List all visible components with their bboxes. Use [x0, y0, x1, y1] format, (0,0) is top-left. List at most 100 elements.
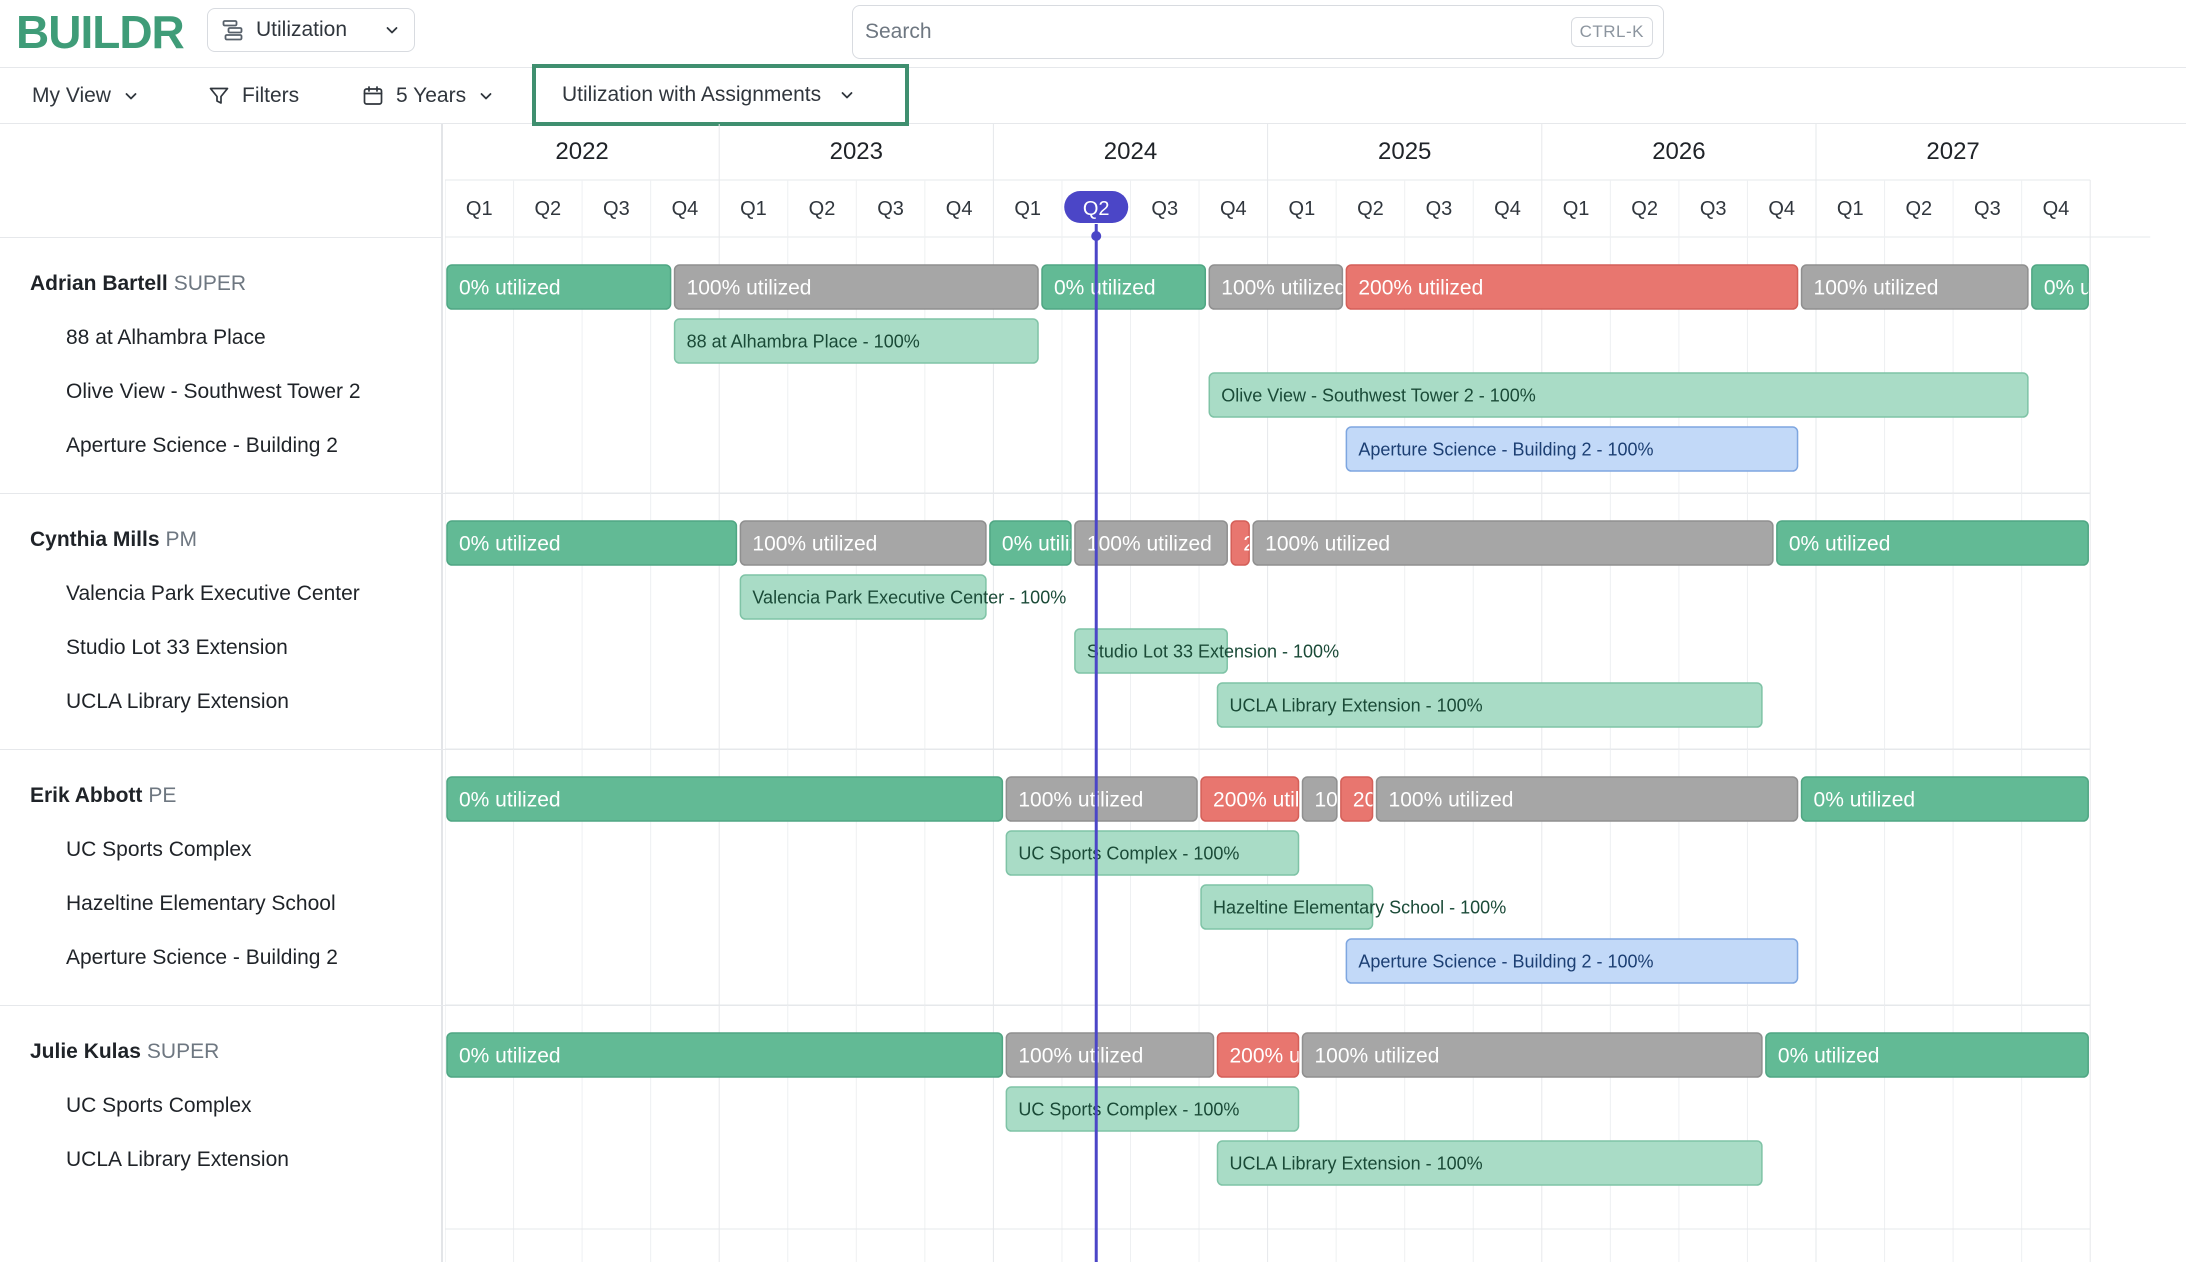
utilization-bar[interactable]: 100% utilized: [1301, 776, 1440, 822]
quarter-label[interactable]: Q4: [1768, 198, 1795, 220]
calendar-icon: [363, 86, 383, 105]
assignment-bar-label: UCLA Library Extension - 100%: [1230, 1153, 1483, 1173]
assignment-bar[interactable]: UCLA Library Extension - 100%: [1216, 682, 1763, 728]
assignment-bar-label: Aperture Science - Building 2 - 100%: [1358, 951, 1653, 971]
utilization-bar[interactable]: 100% utilized: [1208, 264, 1346, 310]
quarter-label[interactable]: Q3: [1151, 198, 1178, 220]
quarter-label[interactable]: Q3: [877, 198, 904, 220]
utilization-bar[interactable]: 100% utilized: [739, 520, 987, 566]
utilization-bar-fill: [1208, 264, 1344, 310]
utilization-bar-fill: [1005, 1032, 1215, 1078]
quarter-label[interactable]: Q1: [1289, 198, 1316, 220]
display-mode-select[interactable]: Utilization with Assignments: [532, 64, 909, 126]
quarter-label[interactable]: Q2: [1357, 198, 1384, 220]
utilization-bar[interactable]: 0% utilized: [446, 1032, 1004, 1078]
header-divider: [0, 237, 441, 238]
utilization-bar[interactable]: 0% utilized: [446, 520, 738, 566]
assignment-bar[interactable]: 88 at Alhambra Place - 100%: [673, 318, 1039, 364]
person-row-label[interactable]: Julie Kulas SUPER: [30, 1040, 219, 1064]
utilization-bar[interactable]: 0% utilized: [2031, 264, 2146, 310]
project-row-label[interactable]: Hazeltine Elementary School: [66, 892, 336, 915]
assignment-bar[interactable]: UCLA Library Extension - 100%: [1216, 1140, 1763, 1186]
quarter-label[interactable]: Q3: [1426, 198, 1453, 220]
year-label: 2023: [830, 138, 883, 165]
project-row-label[interactable]: UCLA Library Extension: [66, 1148, 289, 1171]
quarter-label[interactable]: Q1: [1014, 198, 1041, 220]
assignment-bar[interactable]: Studio Lot 33 Extension - 100%: [1074, 628, 1339, 674]
utilization-bar-fill: [1800, 776, 2089, 822]
project-row-label[interactable]: UC Sports Complex: [66, 1094, 252, 1117]
assignment-bar[interactable]: Hazeltine Elementary School - 100%: [1200, 884, 1506, 930]
module-select-label: Utilization: [256, 18, 348, 41]
utilization-bar-label: 0% utilized: [1814, 789, 1916, 812]
person-row-label[interactable]: Adrian Bartell SUPER: [30, 272, 246, 296]
person-role: SUPER: [146, 1040, 220, 1063]
quarter-label[interactable]: Q2: [809, 198, 836, 220]
quarter-label[interactable]: Q2: [1631, 198, 1658, 220]
utilization-bar[interactable]: 100% utilized: [1375, 776, 1799, 822]
assignment-bar-fill: [1005, 1086, 1300, 1132]
utilization-bar[interactable]: 200% utilized: [1200, 776, 1338, 822]
assignment-bar[interactable]: UC Sports Complex - 100%: [1005, 830, 1300, 876]
assignment-bar-label: UC Sports Complex - 100%: [1018, 1099, 1239, 1119]
utilization-bar[interactable]: 100% utilized: [1005, 776, 1198, 822]
utilization-bar[interactable]: 100% utilized: [1301, 1032, 1763, 1078]
utilization-bar[interactable]: 100% utilized: [1074, 520, 1228, 566]
quarter-label[interactable]: Q3: [603, 198, 630, 220]
quarter-label[interactable]: Q1: [466, 198, 493, 220]
project-row-label[interactable]: Aperture Science - Building 2: [66, 946, 338, 969]
module-select[interactable]: Utilization: [207, 8, 415, 52]
quarter-label[interactable]: Q4: [1494, 198, 1521, 220]
project-row-label[interactable]: Aperture Science - Building 2: [66, 434, 338, 457]
quarter-label[interactable]: Q4: [672, 198, 699, 220]
search-input[interactable]: [865, 20, 1571, 44]
assignment-bar[interactable]: Valencia Park Executive Center - 100%: [739, 574, 1066, 620]
search-box[interactable]: CTRL-K: [852, 5, 1664, 59]
utilization-bar[interactable]: 100% utilized: [1800, 264, 2029, 310]
utilization-bar[interactable]: 0% utilized: [446, 776, 1004, 822]
utilization-bar[interactable]: 0% utilized: [1800, 776, 2089, 822]
project-row-label[interactable]: Studio Lot 33 Extension: [66, 636, 288, 659]
utilization-bar[interactable]: 200% utilized: [1216, 1032, 1355, 1078]
person-row-label[interactable]: Erik Abbott PE: [30, 784, 176, 808]
quarter-label[interactable]: Q1: [740, 198, 767, 220]
project-row-label[interactable]: Valencia Park Executive Center: [66, 582, 360, 605]
assignment-bar[interactable]: UC Sports Complex - 100%: [1005, 1086, 1300, 1132]
filters-button[interactable]: Filters: [208, 68, 299, 124]
project-row-label[interactable]: UC Sports Complex: [66, 838, 252, 861]
person-row-label[interactable]: Cynthia Mills PM: [30, 528, 197, 552]
assignment-bar[interactable]: Aperture Science - Building 2 - 100%: [1345, 426, 1799, 472]
quarter-label[interactable]: Q1: [1563, 198, 1590, 220]
quarter-label[interactable]: Q2: [1905, 198, 1932, 220]
utilization-bar[interactable]: 0% utilized: [1041, 264, 1207, 310]
utilization-bar[interactable]: 100% utilized: [673, 264, 1039, 310]
quarter-label[interactable]: Q4: [2043, 198, 2070, 220]
utilization-bar[interactable]: 0% utilized: [989, 520, 1104, 566]
assignment-bar[interactable]: Aperture Science - Building 2 - 100%: [1345, 938, 1799, 984]
utilization-bar[interactable]: 200% utilized: [1230, 520, 1368, 566]
utilization-bar[interactable]: 0% utilized: [1765, 1032, 2089, 1078]
app-logo[interactable]: BUILDR: [16, 6, 185, 58]
assignment-bar[interactable]: Olive View - Southwest Tower 2 - 100%: [1208, 372, 2029, 418]
utilization-bar[interactable]: 0% utilized: [1776, 520, 2089, 566]
utilization-bar-fill: [1230, 520, 1250, 566]
view-select[interactable]: My View: [32, 68, 139, 124]
utilization-bar[interactable]: 200% utilized: [1345, 264, 1799, 310]
utilization-bar-label: 200% utilized: [1243, 533, 1368, 556]
quarter-label[interactable]: Q3: [1700, 198, 1727, 220]
current-quarter-label[interactable]: Q2: [1083, 198, 1110, 220]
project-row-label[interactable]: UCLA Library Extension: [66, 690, 289, 713]
utilization-bar[interactable]: 0% utilized: [446, 264, 672, 310]
utilization-bar[interactable]: 100% utilized: [1005, 1032, 1215, 1078]
utilization-bar[interactable]: 200% utilized: [1340, 776, 1478, 822]
quarter-label[interactable]: Q1: [1837, 198, 1864, 220]
person-name: Erik Abbott: [30, 784, 143, 807]
quarter-label[interactable]: Q2: [534, 198, 561, 220]
date-range-select[interactable]: 5 Years: [362, 68, 494, 124]
project-row-label[interactable]: Olive View - Southwest Tower 2: [66, 380, 361, 403]
quarter-label[interactable]: Q4: [1220, 198, 1247, 220]
project-row-label[interactable]: 88 at Alhambra Place: [66, 326, 266, 349]
quarter-label[interactable]: Q4: [946, 198, 973, 220]
quarter-label[interactable]: Q3: [1974, 198, 2001, 220]
utilization-bar[interactable]: 100% utilized: [1252, 520, 1774, 566]
